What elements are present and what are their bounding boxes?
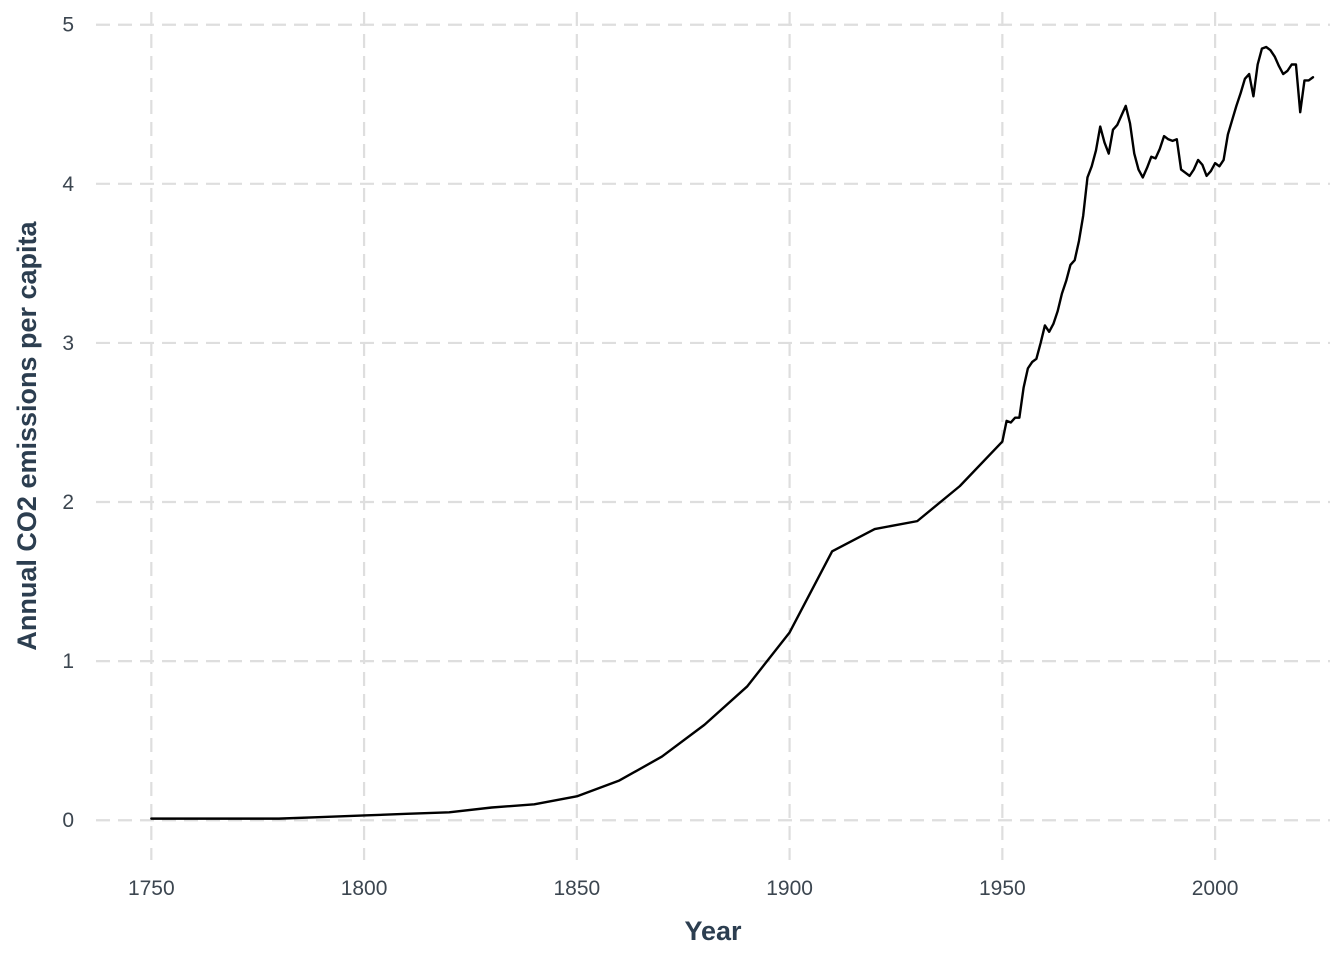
y-axis-title: Annual CO2 emissions per capita (12, 220, 42, 650)
x-axis-title: Year (684, 916, 742, 946)
y-tick-label-1: 1 (62, 650, 74, 673)
x-tick-label-1750: 1750 (128, 877, 175, 900)
y-tick-label-3: 3 (62, 332, 74, 355)
x-tick-label-1800: 1800 (341, 877, 388, 900)
x-axis-tick-labels: 1750 1800 1850 1900 1950 2000 (128, 877, 1239, 900)
horizontal-grid-lines (96, 23, 1330, 822)
y-tick-label-5: 5 (62, 14, 74, 37)
x-tick-label-1900: 1900 (766, 877, 813, 900)
series-layer (150, 45, 1315, 820)
y-tick-label-4: 4 (62, 173, 74, 196)
co2-per-capita-line (150, 45, 1315, 820)
x-tick-label-2000: 2000 (1192, 877, 1239, 900)
x-tick-label-1850: 1850 (553, 877, 600, 900)
y-tick-label-2: 2 (62, 491, 74, 514)
y-axis-tick-labels: 0 1 2 3 4 5 (62, 14, 74, 832)
vertical-grid-lines (150, 12, 1217, 860)
y-tick-label-0: 0 (62, 809, 74, 832)
x-tick-label-1950: 1950 (979, 877, 1026, 900)
